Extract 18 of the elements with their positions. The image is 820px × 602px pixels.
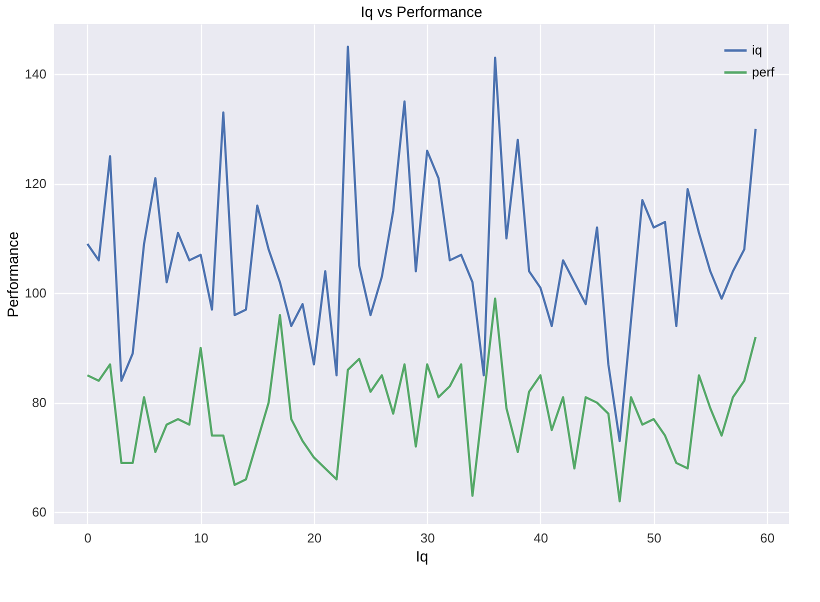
legend-label: perf [752,64,775,80]
y-tick-label: 100 [24,286,46,301]
x-tick-label: 20 [307,530,322,546]
y-tick-label: 120 [24,176,46,192]
x-tick-label: 60 [760,530,775,546]
x-tick-label: 10 [194,530,208,546]
y-tick-label: 140 [24,66,46,82]
y-tick-label: 80 [32,395,46,410]
legend-label: iq [752,42,762,58]
chart-title: Iq vs Performance [360,4,482,21]
x-axis-title: Iq [416,548,428,566]
x-tick-label: 40 [534,530,548,546]
y-tick-label: 60 [32,504,46,520]
line-series [86,298,757,502]
x-tick-label: 0 [84,530,92,546]
x-tick-label: 30 [420,530,435,546]
x-tick-label: 50 [646,530,662,546]
y-axis-title: Performance [4,232,22,318]
